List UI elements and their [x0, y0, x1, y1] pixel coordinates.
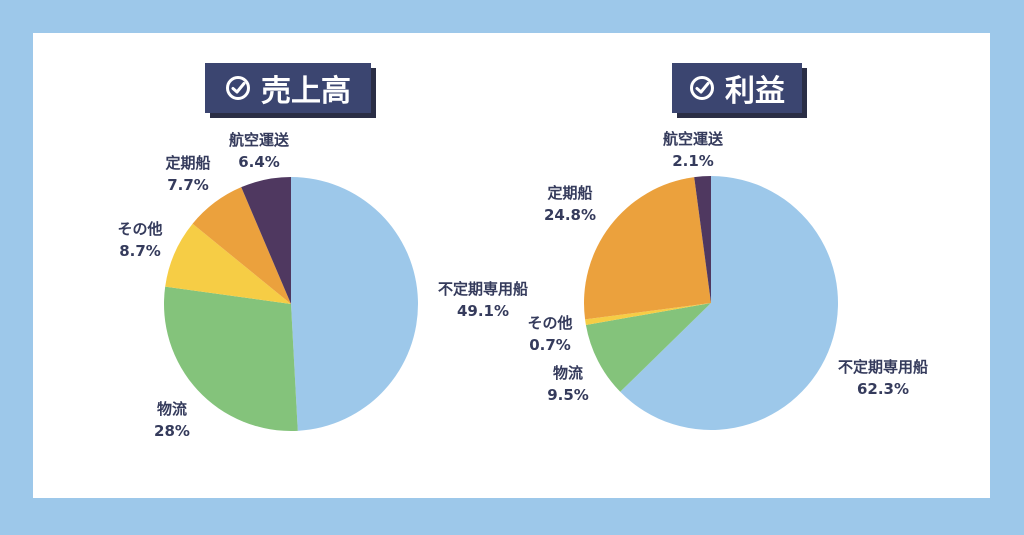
pie-slice-3 — [192, 187, 291, 304]
slice-label: 定期船 7.7% — [165, 154, 211, 194]
slice-label: 航空運送 2.1% — [662, 130, 723, 170]
slice-label: 物流 28% — [154, 400, 190, 440]
check-circle-icon — [690, 76, 714, 100]
slice-label: その他 0.7% — [527, 314, 573, 354]
chart-title-badge-sales: 売上高 — [205, 63, 371, 113]
pie-slice-4 — [241, 177, 291, 304]
chart-title-sales: 売上高 — [261, 74, 351, 109]
pie-slice-2 — [585, 303, 711, 325]
pie-slice-1 — [585, 303, 711, 392]
pie-slice-0 — [620, 176, 838, 430]
pie-slice-4 — [694, 176, 711, 303]
slice-label: 航空運送 6.4% — [228, 131, 289, 171]
slice-label: 物流 9.5% — [547, 364, 589, 404]
pie-slice-1 — [163, 286, 298, 431]
slice-label: 定期船 24.8% — [543, 184, 597, 224]
pie-chart-profit — [584, 176, 838, 430]
chart-title-badge-profit: 利益 — [672, 63, 802, 113]
check-circle-icon — [226, 76, 250, 100]
slice-label: 不定期専用船 62.3% — [837, 358, 928, 398]
pie-slice-0 — [291, 177, 418, 431]
chart-title-profit: 利益 — [725, 74, 785, 109]
slice-label: その他 8.7% — [117, 220, 163, 260]
pie-chart-sales — [163, 177, 418, 431]
slice-label: 不定期専用船 49.1% — [437, 280, 528, 320]
pie-slice-3 — [584, 177, 711, 320]
pie-slice-2 — [165, 223, 291, 304]
